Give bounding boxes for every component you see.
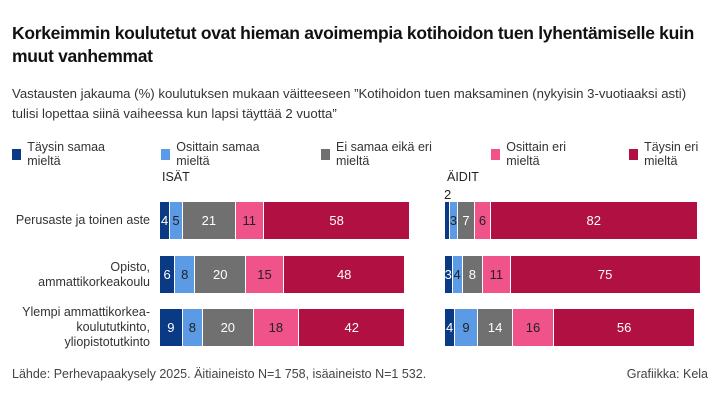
bar-segment: 9 bbox=[160, 309, 183, 346]
legend-item: Täysin samaa mieltä bbox=[12, 140, 123, 168]
bar-segment: 58 bbox=[263, 202, 411, 239]
category-label: Ylempi ammattikorkea-koulututkinto, yliop… bbox=[22, 305, 150, 349]
source-note: Lähde: Perhevapaakysely 2025. Äitiaineis… bbox=[12, 367, 427, 381]
legend-label: Ei samaa eikä eri mieltä bbox=[335, 140, 432, 168]
chart-title: Korkeimmin koulutetut ovat hieman avoime… bbox=[12, 23, 694, 66]
bar-segment: 11 bbox=[235, 202, 264, 239]
bar-segment: 3 bbox=[450, 202, 458, 239]
category-label: Opisto, ammattikorkeakoulu bbox=[38, 259, 150, 289]
bar-segment: 9 bbox=[455, 309, 478, 346]
bar-segment: 56 bbox=[553, 309, 696, 346]
bar-segment: 4 bbox=[445, 309, 456, 346]
legend: Täysin samaa mieltä Osittain samaa mieltä… bbox=[12, 140, 720, 168]
bar-segment bbox=[445, 202, 451, 239]
legend-item: Täysin eri mieltä bbox=[628, 140, 720, 168]
panel-title: ISÄT bbox=[162, 170, 190, 184]
legend-swatch bbox=[628, 148, 639, 160]
bar-segment: 42 bbox=[299, 309, 406, 346]
legend-swatch bbox=[161, 148, 171, 160]
chart-subtitle: Vastausten jakauma (%) koulutuksen mukaa… bbox=[12, 86, 687, 121]
bar-segment: 4 bbox=[160, 202, 171, 239]
legend-label: Täysin samaa mieltä bbox=[27, 140, 106, 168]
bar-segment: 14 bbox=[477, 309, 514, 346]
legend-label: Osittain samaa mieltä bbox=[176, 140, 260, 168]
legend-swatch bbox=[491, 148, 501, 160]
bar-segment: 8 bbox=[175, 256, 196, 293]
panel-title: ÄIDIT bbox=[447, 170, 479, 184]
category-label: Perusaste ja toinen aste bbox=[15, 213, 150, 227]
bar-segment: 18 bbox=[253, 309, 300, 346]
bar-segment: 8 bbox=[182, 309, 203, 346]
legend-item: Ei samaa eikä eri mieltä bbox=[320, 140, 447, 168]
legend-item: Osittain samaa mieltä bbox=[161, 140, 277, 168]
bar-segment: 5 bbox=[170, 202, 183, 239]
bar-segment: 3 bbox=[445, 256, 453, 293]
legend-label: Osittain eri mieltä bbox=[506, 140, 567, 168]
legend-swatch bbox=[320, 148, 330, 160]
bar-value-label: 2 bbox=[444, 187, 452, 202]
bar-segment: 21 bbox=[182, 202, 236, 239]
bar-segment: 8 bbox=[462, 256, 483, 293]
bar-segment: 75 bbox=[510, 256, 701, 293]
bar-segment: 82 bbox=[490, 202, 698, 239]
legend-swatch bbox=[12, 148, 22, 160]
legend-item: Osittain eri mieltä bbox=[491, 140, 587, 168]
bar-segment: 6 bbox=[160, 256, 176, 293]
bar-segment: 4 bbox=[452, 256, 463, 293]
bar-segment: 7 bbox=[457, 202, 476, 239]
bar-segment: 15 bbox=[246, 256, 284, 293]
bar-segment: 11 bbox=[482, 256, 511, 293]
bar-segment: 20 bbox=[195, 256, 246, 293]
bar-segment: 48 bbox=[283, 256, 406, 293]
credit: Grafiikka: Kela bbox=[626, 367, 708, 381]
legend-label: Täysin eri mieltä bbox=[644, 140, 699, 168]
bar-segment: 16 bbox=[513, 309, 554, 346]
bar-segment: 20 bbox=[203, 309, 254, 346]
bar-segment: 6 bbox=[475, 202, 491, 239]
